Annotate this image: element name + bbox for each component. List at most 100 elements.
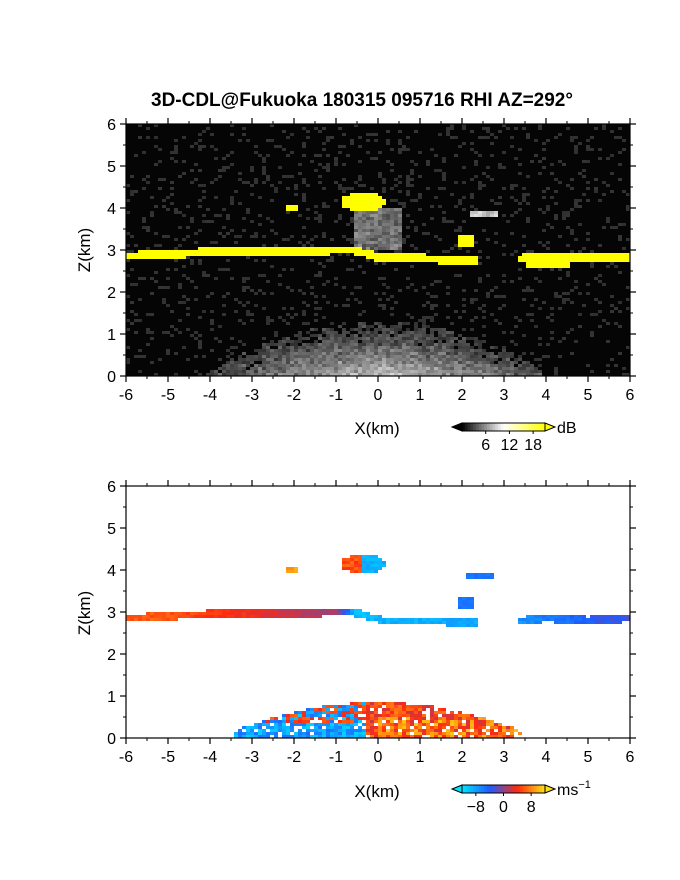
heatmap-cell: [182, 214, 186, 217]
heatmap-cell: [454, 256, 458, 259]
heatmap-cell: [550, 307, 554, 310]
heatmap-cell: [618, 163, 622, 166]
heatmap-cell: [366, 202, 370, 205]
heatmap-cell: [478, 136, 482, 139]
heatmap-cell: [270, 220, 274, 223]
heatmap-cell: [566, 262, 570, 265]
heatmap-cell: [174, 160, 178, 163]
heatmap-cell: [446, 346, 450, 349]
heatmap-cell: [406, 364, 410, 367]
heatmap-cell: [418, 334, 422, 337]
heatmap-cell: [510, 352, 514, 355]
heatmap-cell: [274, 361, 278, 364]
heatmap-cell: [362, 202, 366, 205]
heatmap-cell: [378, 244, 382, 247]
heatmap-cell: [602, 226, 606, 229]
heatmap-cell: [570, 187, 574, 190]
heatmap-cell: [294, 612, 298, 615]
heatmap-cell: [314, 346, 318, 349]
heatmap-cell: [306, 708, 310, 711]
heatmap-cell: [378, 337, 382, 340]
heatmap-cell: [606, 370, 610, 373]
heatmap-cell: [346, 304, 350, 307]
heatmap-cell: [470, 373, 474, 376]
heatmap-cell: [390, 343, 394, 346]
heatmap-cell: [446, 262, 450, 265]
heatmap-cell: [442, 343, 446, 346]
heatmap-cell: [350, 373, 354, 376]
heatmap-cell: [594, 313, 598, 316]
heatmap-cell: [270, 343, 274, 346]
heatmap-cell: [162, 235, 166, 238]
heatmap-cell: [398, 717, 402, 720]
heatmap-cell: [478, 364, 482, 367]
heatmap-cell: [562, 259, 566, 262]
heatmap-cell: [382, 202, 386, 205]
heatmap-cell: [414, 349, 418, 352]
heatmap-cell: [358, 217, 362, 220]
heatmap-cell: [510, 145, 514, 148]
heatmap-cell: [498, 196, 502, 199]
heatmap-cell: [250, 361, 254, 364]
heatmap-cell: [298, 735, 302, 738]
heatmap-cell: [258, 373, 262, 376]
heatmap-cell: [498, 166, 502, 169]
colorbar-high-triangle: [544, 784, 557, 794]
heatmap-cell: [398, 328, 402, 331]
heatmap-cell: [170, 151, 174, 154]
heatmap-cell: [462, 298, 466, 301]
heatmap-cell: [626, 346, 630, 349]
heatmap-cell: [406, 253, 410, 256]
heatmap-cell: [546, 247, 550, 250]
heatmap-cell: [434, 346, 438, 349]
heatmap-cell: [554, 136, 558, 139]
heatmap-cell: [438, 373, 442, 376]
heatmap-cell: [394, 358, 398, 361]
heatmap-cell: [482, 361, 486, 364]
heatmap-cell: [322, 148, 326, 151]
heatmap-cell: [350, 708, 354, 711]
heatmap-cell: [470, 621, 474, 624]
heatmap-cell: [454, 181, 458, 184]
heatmap-cell: [226, 217, 230, 220]
heatmap-cell: [390, 732, 394, 735]
heatmap-cell: [390, 313, 394, 316]
heatmap-cell: [434, 621, 438, 624]
heatmap-cell: [362, 558, 366, 561]
heatmap-cell: [178, 256, 182, 259]
heatmap-cell: [434, 735, 438, 738]
heatmap-cell: [170, 157, 174, 160]
heatmap-cell: [358, 561, 362, 564]
heatmap-cell: [362, 570, 366, 573]
heatmap-cell: [378, 615, 382, 618]
heatmap-cell: [546, 253, 550, 256]
heatmap-cell: [374, 370, 378, 373]
heatmap-cell: [406, 370, 410, 373]
heatmap-cell: [266, 373, 270, 376]
heatmap-cell: [618, 618, 622, 621]
heatmap-cell: [286, 609, 290, 612]
heatmap-cell: [386, 361, 390, 364]
colorbar-segment: [497, 785, 502, 793]
heatmap-cell: [346, 723, 350, 726]
heatmap-cell: [446, 361, 450, 364]
heatmap-cell: [526, 313, 530, 316]
heatmap-cell: [174, 148, 178, 151]
heatmap-cell: [610, 295, 614, 298]
heatmap-cell: [430, 328, 434, 331]
heatmap-cell: [378, 618, 382, 621]
heatmap-cell: [562, 615, 566, 618]
heatmap-cell: [514, 316, 518, 319]
heatmap-cell: [350, 268, 354, 271]
heatmap-cell: [470, 298, 474, 301]
heatmap-cell: [314, 708, 318, 711]
heatmap-cell: [370, 250, 374, 253]
heatmap-cell: [258, 253, 262, 256]
heatmap-cell: [462, 624, 466, 627]
heatmap-cell: [230, 199, 234, 202]
heatmap-cell: [538, 127, 542, 130]
heatmap-cell: [406, 367, 410, 370]
heatmap-cell: [542, 253, 546, 256]
heatmap-cell: [398, 250, 402, 253]
heatmap-cell: [282, 346, 286, 349]
